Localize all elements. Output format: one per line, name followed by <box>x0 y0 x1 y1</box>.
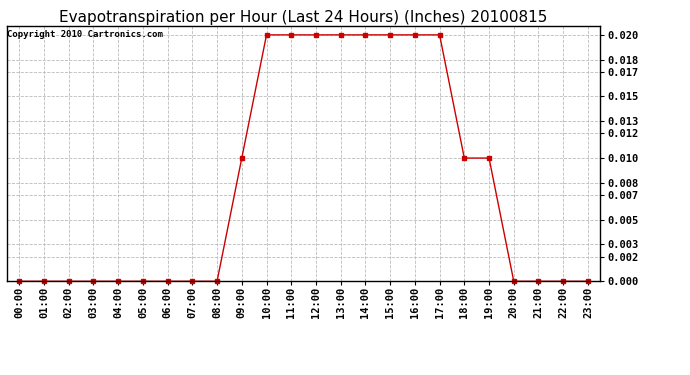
Text: Copyright 2010 Cartronics.com: Copyright 2010 Cartronics.com <box>8 30 164 39</box>
Title: Evapotranspiration per Hour (Last 24 Hours) (Inches) 20100815: Evapotranspiration per Hour (Last 24 Hou… <box>59 10 548 25</box>
